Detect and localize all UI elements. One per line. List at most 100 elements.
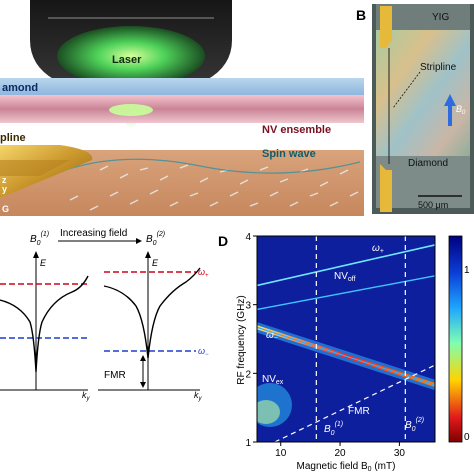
axis-y-fragment: y — [2, 184, 7, 194]
fmr-gap-arrowhead-up-icon — [140, 355, 146, 361]
energy-axis-right-arrowhead-icon — [145, 251, 151, 258]
stripline-pad-top — [380, 6, 392, 48]
panel-d: D ω+ NVoff ω− NVex FMR B0(1) B0(2) 10 20 3… — [218, 232, 470, 473]
micrograph-yig-region — [376, 30, 470, 158]
nv-ensemble-label: NV ensemble — [262, 124, 331, 136]
d-b2-sub: 0 — [412, 426, 416, 433]
svg-text:B0(2): B0(2) — [405, 417, 424, 433]
svg-text:B0(2): B0(2) — [146, 231, 165, 247]
x-axis-ticks: 10 20 30 — [275, 442, 405, 459]
d-b1-sup: (1) — [335, 421, 344, 428]
y-axis-label: RF frequency (GHz) — [236, 295, 247, 384]
dispersion-left: E ky — [0, 251, 91, 402]
fmr-gap-label: FMR — [104, 370, 126, 381]
nv-ensemble-layer — [0, 95, 364, 123]
b0-label-sub: 0 — [462, 110, 466, 116]
svg-text:NVex: NVex — [262, 374, 284, 386]
svg-text:NVoff: NVoff — [334, 271, 356, 283]
svg-text:ω−: ω− — [198, 346, 209, 358]
x-axis-label-sub: 0 — [368, 466, 372, 473]
c-b0-left-sub: 0 — [37, 240, 41, 247]
fmr-gap-arrowhead-down-icon — [140, 382, 146, 388]
panel-d-letter: D — [218, 233, 228, 249]
omega-plus-sub: + — [205, 273, 209, 279]
y-tick-label-0: 1 — [245, 438, 251, 449]
nv-ex-core — [257, 400, 280, 424]
omega-minus-sub: − — [205, 352, 209, 358]
spin-wave-label: Spin wave — [262, 148, 316, 160]
c-b0-right: B — [146, 234, 153, 245]
x-axis-label-unit: (mT) — [372, 461, 396, 472]
d-nv-off-sub: off — [348, 276, 356, 283]
svg-text:B0(1): B0(1) — [324, 421, 343, 437]
spin-wave-curve — [59, 158, 361, 174]
y-tick-label-3: 4 — [245, 232, 251, 243]
d-nv-ex: NV — [262, 374, 276, 385]
diamond-micro-label: Diamond — [408, 158, 448, 169]
stripline-edge — [0, 160, 70, 176]
svg-text:ky: ky — [194, 390, 203, 402]
energy-axis-left-arrowhead-icon — [33, 251, 39, 258]
svg-text:ω+: ω+ — [198, 267, 209, 279]
d-omega-plus-sub: + — [380, 248, 384, 255]
yig-g-fragment: G — [2, 204, 9, 214]
svg-text:ω+: ω+ — [372, 243, 384, 255]
d-b2: B — [405, 420, 412, 431]
scale-bar-label: 500 μm — [418, 200, 448, 210]
increasing-field-label: Increasing field — [60, 228, 127, 239]
laser-spot — [57, 26, 205, 86]
laser-label: Laser — [112, 54, 142, 66]
d-nv-ex-sub: ex — [276, 379, 284, 386]
ky-left-label: k — [82, 390, 87, 400]
x-tick-label-1: 20 — [335, 448, 347, 459]
x-axis-label: Magnetic field B — [297, 461, 368, 472]
ky-right-label: k — [194, 390, 199, 400]
b0-label: B — [456, 104, 462, 114]
omega-plus-label: ω — [198, 267, 205, 277]
d-b1-sub: 0 — [331, 430, 335, 437]
energy-label-left: E — [40, 258, 47, 268]
panel-b-letter: B — [356, 7, 366, 23]
heatmap-features — [257, 236, 435, 442]
ky-right-sub: y — [198, 396, 203, 402]
d-omega-minus: ω — [266, 330, 274, 341]
yig-film — [0, 150, 364, 216]
dispersion-right: E ω+ ω− FMR ky — [98, 251, 209, 402]
colorbar-tick-bottom: 0 — [464, 432, 470, 443]
ky-left-sub: y — [86, 396, 91, 402]
colorbar-tick-top: 1 — [464, 265, 470, 276]
spin-arrows — [69, 164, 359, 211]
panel-b: B YIG Stripline B0 Diamond 500 μm — [356, 4, 474, 214]
diamond-label: amond — [2, 82, 38, 94]
stripline-pointer — [392, 71, 421, 109]
svg-text:ky: ky — [82, 390, 91, 402]
d-omega-minus-sub: − — [274, 335, 278, 342]
y-axis-ticks: 1 2 3 4 — [245, 232, 257, 449]
yig-label: YIG — [432, 12, 449, 23]
c-b0-left-sup: (1) — [41, 231, 50, 238]
y-tick-label-2: 3 — [245, 301, 251, 312]
colorbar — [448, 235, 463, 443]
stripline-micro-label: Stripline — [420, 62, 457, 73]
d-omega-plus: ω — [372, 243, 380, 254]
diamond-layer — [0, 78, 364, 95]
c-b0-right-sup: (2) — [157, 231, 166, 238]
series-line-0 — [257, 244, 435, 287]
x-tick-label-2: 30 — [394, 448, 406, 459]
stripline-label: pline — [0, 132, 26, 144]
omega-minus-label: ω — [198, 346, 205, 356]
svg-text:B0(1): B0(1) — [30, 231, 49, 247]
svg-text:ω−: ω− — [266, 330, 278, 342]
svg-text:B0: B0 — [456, 104, 466, 116]
panel-c: B0(1) Increasing field B0(2) E ky E ω+ ω… — [0, 228, 209, 402]
nv-excitation-spot — [109, 104, 153, 116]
c-b0-right-sub: 0 — [153, 240, 157, 247]
d-b1: B — [324, 424, 331, 435]
dispersion-curve-right — [103, 267, 201, 359]
d-b2-sup: (2) — [416, 417, 425, 424]
dispersion-curve-left — [0, 275, 89, 373]
d-fmr: FMR — [348, 406, 370, 417]
svg-text:Magnetic field B0 (mT): Magnetic field B0 (mT) — [297, 461, 396, 473]
axis-z-fragment: z — [2, 175, 7, 185]
